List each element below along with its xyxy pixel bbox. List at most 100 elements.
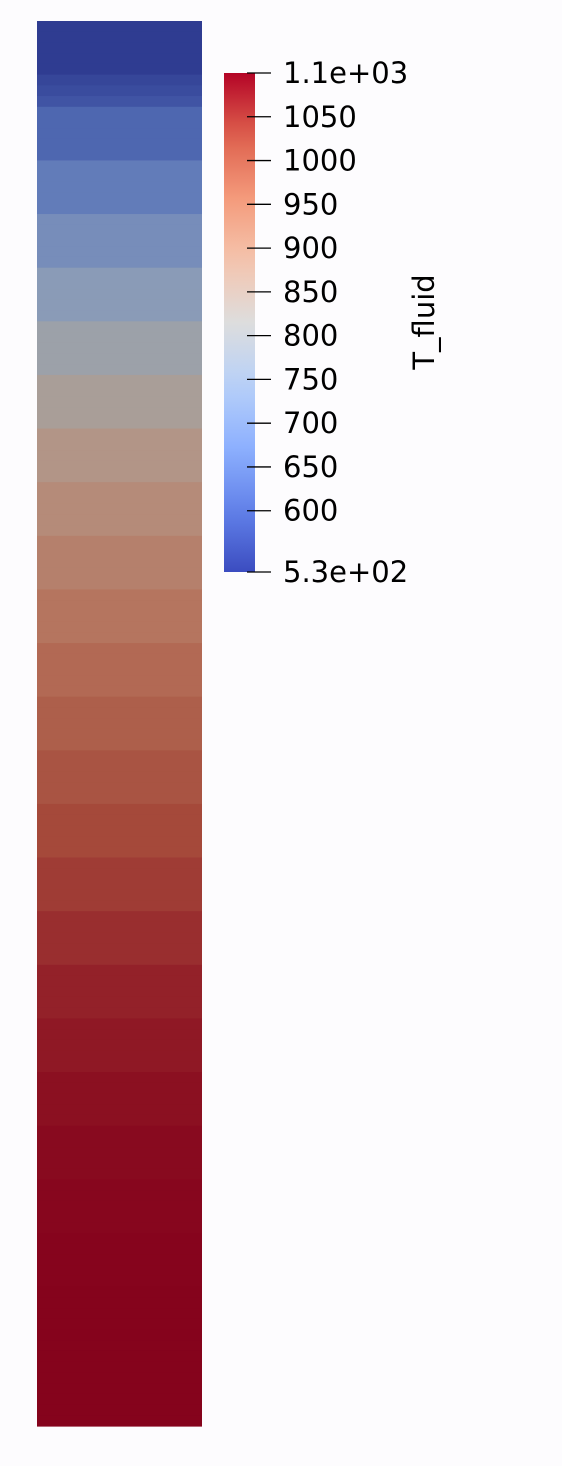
field-cell <box>37 675 202 687</box>
field-cell <box>37 1275 202 1288</box>
field-cell <box>37 1093 202 1105</box>
field-cell <box>37 932 202 944</box>
field-cell <box>37 1039 202 1052</box>
field-cell <box>37 557 202 569</box>
field-cell <box>37 1393 202 1406</box>
field-cell <box>37 106 202 119</box>
field-cell <box>37 53 202 65</box>
field-cell <box>37 439 202 451</box>
field-cell <box>37 1147 202 1159</box>
field-cell <box>37 1211 202 1223</box>
field-cell <box>37 589 202 601</box>
field-cell <box>37 1232 202 1245</box>
field-cell <box>37 396 202 408</box>
field-cell <box>37 782 202 794</box>
field-cell <box>37 353 202 365</box>
field-cell <box>37 246 202 258</box>
field-cell <box>37 825 202 837</box>
field-cell <box>37 63 202 76</box>
field-cell <box>37 1125 202 1138</box>
field-cell <box>37 128 202 140</box>
field-cell <box>37 1114 202 1127</box>
field-cell <box>37 42 202 54</box>
field-cell <box>37 1190 202 1202</box>
field-cell <box>37 1350 202 1363</box>
field-cell <box>37 857 202 869</box>
field-cell <box>37 1179 202 1191</box>
field-cell <box>37 964 202 977</box>
field-cell <box>37 203 202 215</box>
field-cell <box>37 149 202 162</box>
field-cell <box>37 332 202 344</box>
colorbar-tick-label: 750 <box>283 362 338 396</box>
field-cell <box>37 310 202 322</box>
field-cell <box>37 214 202 226</box>
field-cell <box>37 1383 202 1395</box>
field-cell <box>37 1254 202 1266</box>
field-cell <box>37 750 202 762</box>
colorbar-tick-label: 850 <box>283 275 338 309</box>
field-cell <box>37 492 202 505</box>
field-cell <box>37 1050 202 1062</box>
field-cell <box>37 160 202 172</box>
field-cell <box>37 879 202 891</box>
field-cell <box>37 289 202 301</box>
field-cell <box>37 503 202 515</box>
field-cell <box>37 21 202 33</box>
field-cell <box>37 514 202 526</box>
field-cell <box>37 803 202 816</box>
field-cell <box>37 1340 202 1352</box>
field-cell <box>37 771 202 784</box>
colorbar-gradient <box>224 73 255 572</box>
field-cell <box>37 1168 202 1180</box>
field-cell <box>37 96 202 108</box>
field-cell <box>37 567 202 580</box>
field-cell <box>37 836 202 848</box>
field-cell <box>37 31 202 44</box>
colorbar-tick-label: 1050 <box>283 100 357 134</box>
colorbar-ticks: 1.1e+03 600 650 700 750 800 850 900 950 1000 1050 5… <box>247 56 408 589</box>
field-cell <box>37 1286 202 1298</box>
field-cell <box>37 814 202 826</box>
field-cell <box>37 739 202 751</box>
field-cell <box>37 535 202 548</box>
field-cell <box>37 256 202 269</box>
colorbar-legend: 1.1e+03 600 650 700 750 800 850 900 950 1000 1050 5… <box>224 56 441 589</box>
field-cell <box>37 1222 202 1234</box>
colorbar-tick-label: 600 <box>283 494 338 528</box>
field-cell <box>37 428 202 440</box>
field-cell <box>37 975 202 987</box>
temperature-field-column <box>37 21 202 1427</box>
field-cell <box>37 911 202 923</box>
field-cell <box>37 278 202 290</box>
field-cell <box>37 1157 202 1170</box>
field-cell <box>37 610 202 623</box>
field-cell <box>37 450 202 462</box>
colorbar-title: T_fluid <box>407 274 441 370</box>
field-cell <box>37 385 202 397</box>
field-cell <box>37 299 202 312</box>
field-cell <box>37 685 202 698</box>
field-cell <box>37 235 202 247</box>
field-cell <box>37 171 202 183</box>
field-cell <box>37 707 202 719</box>
field-cell <box>37 1415 202 1427</box>
colorbar-max-label: 1.1e+03 <box>283 56 408 90</box>
field-cell <box>37 1061 202 1073</box>
field-cell <box>37 600 202 612</box>
field-cell <box>37 525 202 537</box>
field-cell <box>37 921 202 934</box>
field-cell <box>37 986 202 998</box>
field-cell <box>37 138 202 151</box>
field-cell <box>37 1329 202 1341</box>
field-cell <box>37 718 202 730</box>
field-cell <box>37 621 202 633</box>
field-cell <box>37 1018 202 1030</box>
field-cell <box>37 407 202 419</box>
field-cell <box>37 793 202 805</box>
field-cell <box>37 267 202 280</box>
field-cell <box>37 900 202 912</box>
field-cell <box>37 1007 202 1020</box>
field-cell <box>37 632 202 644</box>
